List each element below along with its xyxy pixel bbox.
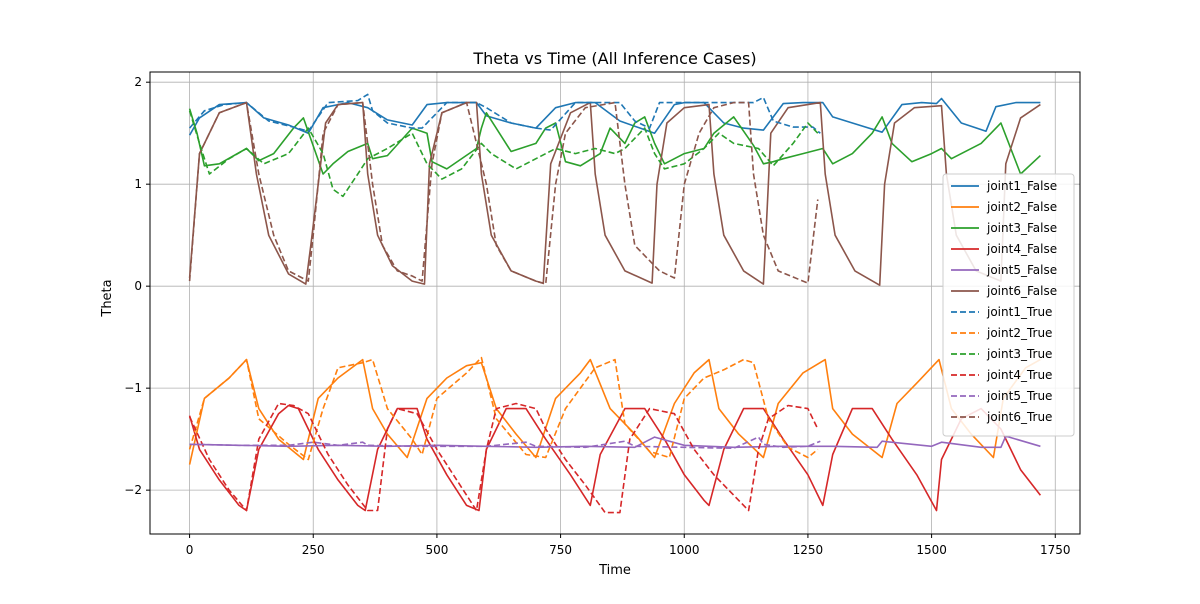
x-tick-label: 750 <box>549 543 572 557</box>
series-line-joint6-false <box>188 101 1041 287</box>
legend-label: joint6_False <box>986 284 1057 298</box>
legend-label: joint2_True <box>986 326 1052 340</box>
legend-item: joint1_True <box>951 305 1052 319</box>
legend-item: joint4_True <box>951 368 1052 382</box>
y-tick-label: −2 <box>124 483 142 497</box>
legend-item: joint2_False <box>951 200 1057 214</box>
x-tick-label: 1500 <box>916 543 947 557</box>
axes-frame <box>149 71 1081 535</box>
y-tick-label: 1 <box>134 177 142 191</box>
x-tick-label: 250 <box>302 543 325 557</box>
x-axis-label: Time <box>598 563 631 578</box>
legend-item: joint6_False <box>951 284 1057 298</box>
legend-label: joint3_False <box>986 221 1057 235</box>
legend-label: joint5_False <box>986 263 1057 277</box>
legend-item: joint3_True <box>951 347 1052 361</box>
legend-label: joint1_False <box>986 179 1057 193</box>
legend-box <box>942 173 1075 437</box>
series-line-joint4-true <box>188 402 819 514</box>
series-line-joint2-true <box>188 356 819 461</box>
legend-item: joint5_False <box>951 263 1057 277</box>
tick-layer: 0 250 500 750 1000 1250 1500 1750 −2 −1 0 1 2 <box>124 75 1070 557</box>
legend-item: joint6_True <box>951 410 1052 424</box>
y-tick-label: −1 <box>124 381 142 395</box>
legend-item: joint5_True <box>951 389 1052 403</box>
series-line-joint3-true <box>188 110 819 198</box>
plot-area <box>188 93 1042 514</box>
legend-item: joint3_False <box>951 221 1057 235</box>
series-line-joint4-false <box>188 404 1042 512</box>
grid-layer <box>150 72 1080 534</box>
chart-title: Theta vs Time (All Inference Cases) <box>472 49 756 68</box>
x-tick-label: 1250 <box>793 543 824 557</box>
legend-label: joint4_True <box>986 368 1052 382</box>
x-tick-label: 1000 <box>669 543 700 557</box>
x-tick-label: 500 <box>425 543 448 557</box>
series-line-joint1-false <box>188 97 1041 136</box>
legend: joint1_False joint2_False joint3_Falsejoin… <box>942 173 1075 437</box>
y-tick-label: 0 <box>134 279 142 293</box>
series-line-joint6-true <box>188 101 819 285</box>
legend-label: joint2_False <box>986 200 1057 214</box>
x-tick-label: 0 <box>186 543 194 557</box>
legend-label: joint3_True <box>986 347 1052 361</box>
legend-label: joint1_True <box>986 305 1052 319</box>
series-line-joint2-false <box>188 358 1041 465</box>
series-line-joint1-true <box>188 93 821 134</box>
y-axis-label: Theta <box>100 279 115 317</box>
x-tick-label: 1750 <box>1040 543 1071 557</box>
legend-label: joint4_False <box>986 242 1057 256</box>
series-line-joint5-false <box>189 435 1041 449</box>
series-line-joint5-true <box>189 436 821 450</box>
legend-label: joint6_True <box>986 410 1052 424</box>
legend-item: joint1_False <box>951 179 1057 193</box>
y-tick-label: 2 <box>134 75 142 89</box>
legend-item: joint2_True <box>951 326 1052 340</box>
legend-label: joint5_True <box>986 389 1052 403</box>
legend-item: joint4_False <box>951 242 1057 256</box>
